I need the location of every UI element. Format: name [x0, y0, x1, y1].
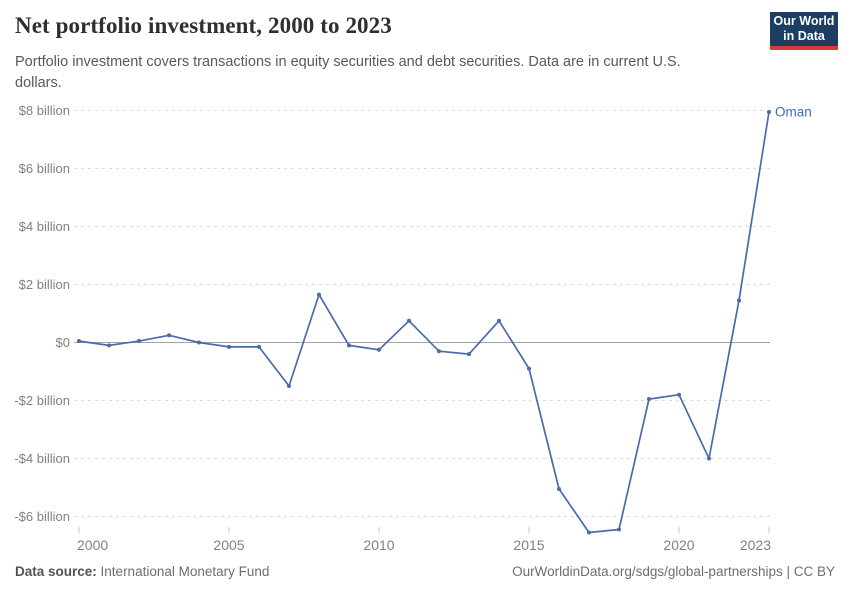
x-tick-label: 2005	[213, 537, 244, 553]
y-tick-label: $0	[56, 335, 70, 350]
data-point-2011[interactable]	[407, 318, 411, 323]
entity-label[interactable]: Oman	[775, 104, 812, 119]
owid-logo-line2: in Data	[783, 29, 825, 43]
data-point-2004[interactable]	[197, 340, 201, 345]
y-tick-label: $8 billion	[19, 103, 70, 118]
data-point-2010[interactable]	[377, 347, 381, 352]
owid-logo[interactable]: Our World in Data	[770, 12, 838, 50]
chart-footer: Data source: International Monetary Fund…	[15, 564, 835, 579]
data-point-2013[interactable]	[467, 352, 471, 357]
trend-line[interactable]	[78, 111, 770, 534]
data-point-2001[interactable]	[107, 343, 111, 348]
y-tick-label: $6 billion	[19, 161, 70, 176]
attribution-link[interactable]: OurWorldinData.org/sdgs/global-partnersh…	[512, 564, 835, 579]
y-tick-label: -$4 billion	[14, 451, 70, 466]
x-tick-label: 2015	[513, 537, 544, 553]
data-point-2009[interactable]	[347, 343, 351, 348]
y-tick-label: $2 billion	[19, 277, 70, 292]
data-source-value: International Monetary Fund	[100, 564, 270, 579]
data-point-2022[interactable]	[737, 298, 741, 303]
data-point-2002[interactable]	[137, 339, 141, 344]
data-point-2007[interactable]	[287, 384, 291, 388]
y-tick-label: -$2 billion	[14, 393, 70, 408]
data-point-2020[interactable]	[677, 392, 681, 397]
x-tick-label: 2023	[740, 537, 771, 553]
data-point-2019[interactable]	[647, 397, 651, 402]
data-point-2006[interactable]	[257, 344, 261, 349]
data-point-2016[interactable]	[557, 486, 561, 491]
data-source: Data source: International Monetary Fund	[15, 564, 269, 579]
data-source-label: Data source:	[15, 564, 97, 579]
data-point-2005[interactable]	[227, 344, 231, 349]
x-tick-label: 2020	[663, 537, 694, 553]
data-point-2008[interactable]	[317, 292, 321, 297]
owid-logo-line1: Our World	[773, 14, 835, 28]
chart-subtitle: Portfolio investment covers transactions…	[15, 54, 681, 91]
x-tick-label: 2000	[77, 537, 108, 553]
data-point-2023[interactable]	[767, 109, 771, 114]
chart-title: Net portfolio investment, 2000 to 2023	[15, 13, 392, 38]
data-point-2014[interactable]	[497, 318, 501, 323]
data-point-2003[interactable]	[167, 333, 171, 338]
data-point-2012[interactable]	[437, 349, 441, 354]
data-point-2000[interactable]	[77, 339, 81, 344]
data-point-2021[interactable]	[707, 456, 711, 461]
y-tick-label: -$6 billion	[14, 509, 70, 524]
data-point-2015[interactable]	[527, 366, 531, 371]
x-tick-label: 2010	[363, 537, 394, 553]
data-point-2018[interactable]	[617, 527, 621, 532]
data-point-2017[interactable]	[587, 530, 591, 535]
y-tick-label: $4 billion	[19, 219, 70, 234]
